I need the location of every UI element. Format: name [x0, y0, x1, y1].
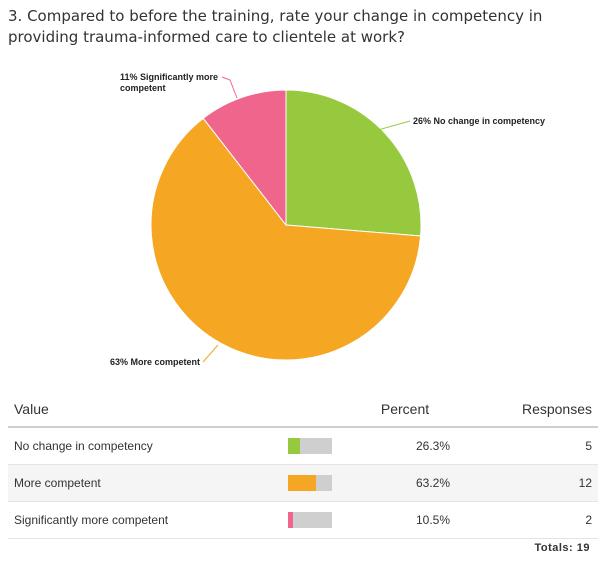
pie-chart: 26% No change in competency 63% More comp… [110, 72, 545, 367]
percent-bar [288, 475, 332, 491]
table-row: More competent 63.2% 12 [8, 464, 598, 502]
percent-bar [288, 512, 332, 528]
totals-label: Totals: 19 [534, 542, 590, 554]
slice-label: 11% Significantly more competent [120, 72, 218, 93]
row-value: More competent [8, 464, 282, 502]
percent-bar-fill [288, 475, 316, 491]
slice-label-leader [202, 344, 219, 363]
table-row: No change in competency 26.3% 5 [8, 427, 598, 465]
header-percent: Percent [354, 392, 456, 428]
header-bar-spacer [282, 392, 354, 428]
slice-label-leader [377, 120, 411, 131]
percent-bar [288, 438, 332, 454]
pie-slice [202, 89, 287, 227]
percent-bar-fill [288, 512, 293, 528]
row-percent: 10.5% [354, 501, 456, 539]
row-value: Significantly more competent [8, 501, 282, 539]
question-title: 3. Compared to before the training, rate… [8, 7, 543, 46]
pie-slice [285, 89, 422, 237]
row-value: No change in competency [8, 427, 282, 465]
percent-bar-fill [288, 438, 300, 454]
row-responses: 2 [456, 501, 598, 539]
slice-label: 26% No change in competency [413, 116, 545, 126]
row-bar-cell [282, 501, 354, 539]
slice-label: 63% More competent [110, 357, 200, 367]
table-header-row: Value Percent Responses [8, 392, 598, 428]
header-responses: Responses [456, 392, 598, 428]
row-percent: 26.3% [354, 427, 456, 465]
table-row: Significantly more competent 10.5% 2 [8, 501, 598, 539]
row-responses: 12 [456, 464, 598, 502]
results-table: Value Percent Responses No change in com… [8, 392, 598, 539]
header-value: Value [8, 392, 282, 428]
row-bar-cell [282, 464, 354, 502]
slice-label-leader [221, 76, 238, 99]
pie-slice [150, 117, 422, 361]
row-bar-cell [282, 427, 354, 465]
row-percent: 63.2% [354, 464, 456, 502]
row-responses: 5 [456, 427, 598, 465]
